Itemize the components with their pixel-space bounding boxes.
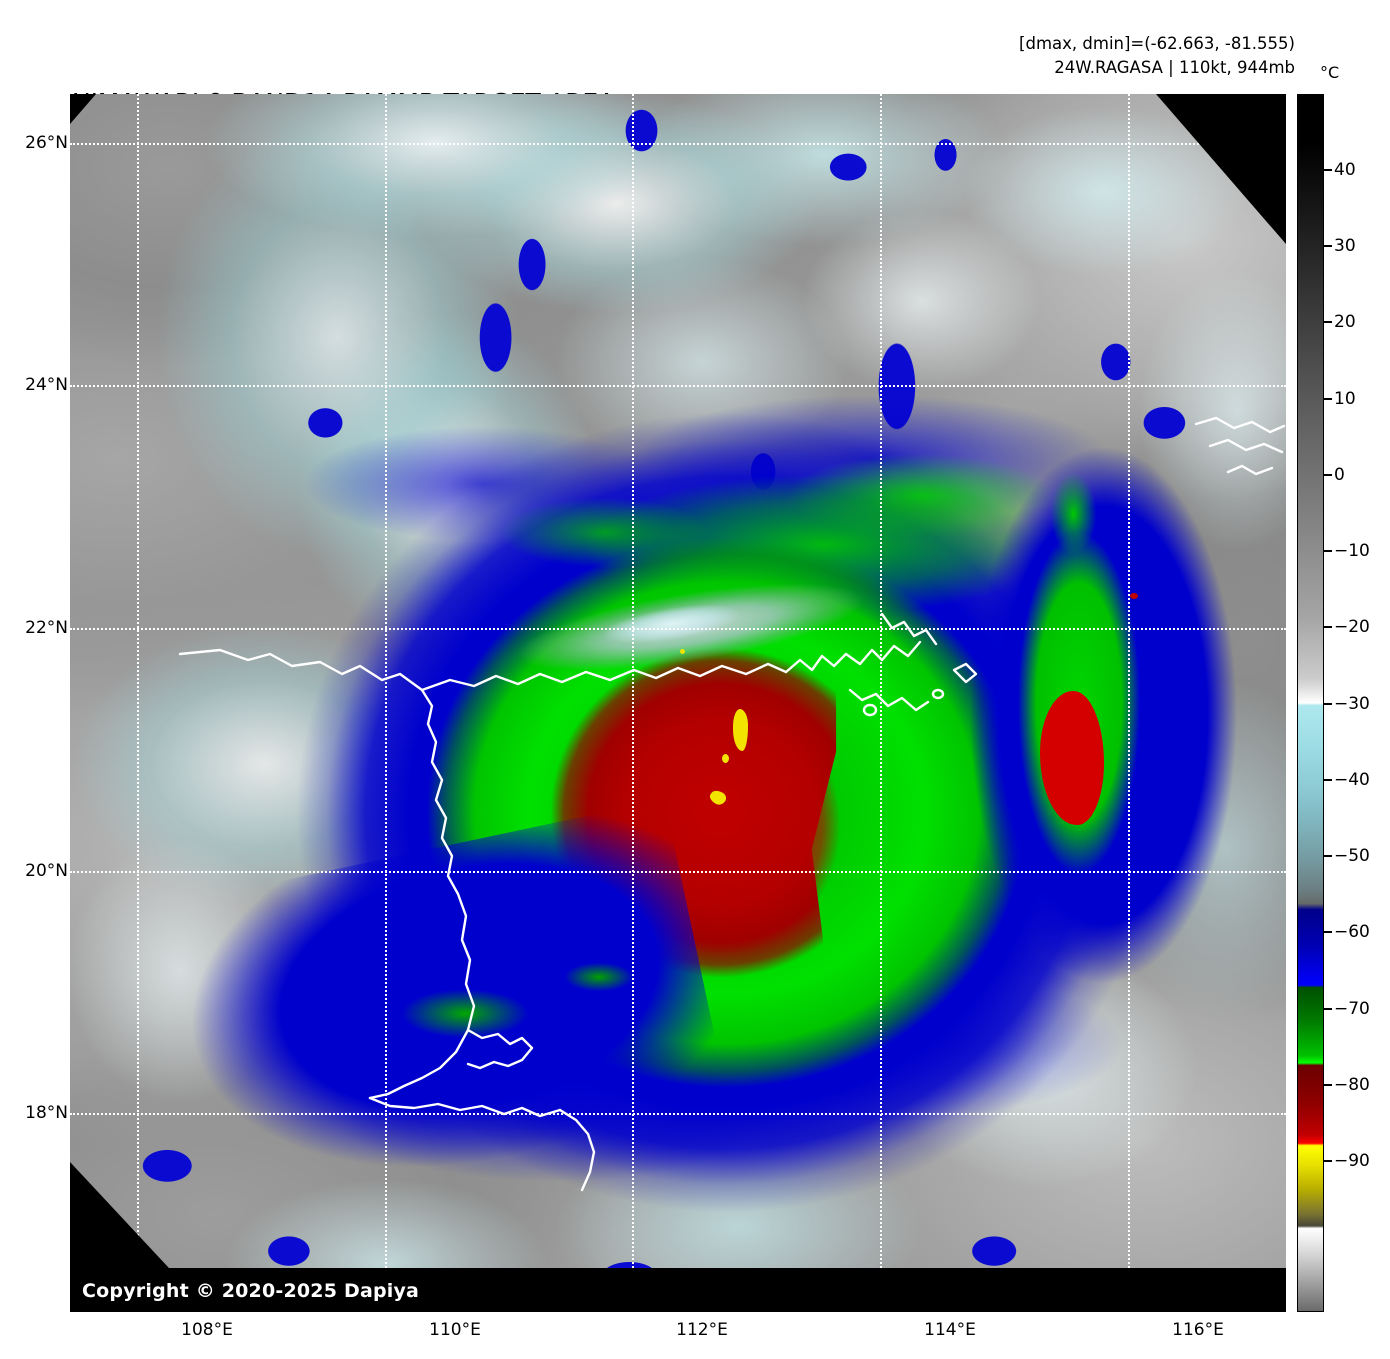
cbar-mark-m80 [1324, 1084, 1332, 1086]
ytick-20N: 20°N [25, 861, 68, 881]
cbar-mark-0 [1324, 474, 1332, 476]
colorbar-unit-label: °C [1320, 63, 1340, 82]
cbar-label-m30: −30 [1334, 694, 1370, 714]
cbar-label-10: 10 [1334, 389, 1356, 409]
cbar-label-m40: −40 [1334, 770, 1370, 790]
gridline-lat-20N [70, 871, 1286, 873]
gridline-lat-26N [70, 143, 1286, 145]
header-metadata: [dmax, dmin]=(-62.663, -81.555) 24W.RAGA… [1019, 32, 1295, 80]
copyright-band [70, 1268, 1286, 1312]
xtick-108E: 108°E [181, 1320, 233, 1340]
gridline-lon-114E [880, 94, 882, 1312]
cbar-mark-40 [1324, 169, 1332, 171]
sw-spiral-green-patch-2 [556, 958, 642, 996]
ytick-24N: 24°N [25, 375, 68, 395]
cbar-mark-30 [1324, 245, 1332, 247]
satellite-image-panel: Copyright © 2020-2025 Dapiya [70, 94, 1286, 1312]
xtick-114E: 114°E [924, 1320, 976, 1340]
ytick-18N: 18°N [25, 1103, 68, 1123]
copyright-watermark: Copyright © 2020-2025 Dapiya [82, 1280, 420, 1302]
gridline-lon-112E [632, 94, 634, 1312]
ytick-26N: 26°N [25, 133, 68, 153]
cbar-mark-m90 [1324, 1160, 1332, 1162]
coldest-top-yellow-small [721, 754, 729, 764]
cbar-mark-m10 [1324, 550, 1332, 552]
cbar-label-40: 40 [1334, 160, 1356, 180]
secondary-cell-red-speck [1130, 593, 1139, 600]
gridline-lat-24N [70, 385, 1286, 387]
cbar-mark-m70 [1324, 1008, 1332, 1010]
coldest-top-yellow-main [732, 709, 748, 752]
cbar-label-30: 30 [1334, 236, 1356, 256]
cbar-mark-10 [1324, 398, 1332, 400]
cbar-mark-m60 [1324, 931, 1332, 933]
gridline-lon-116E [1128, 94, 1130, 1312]
cbar-label-20: 20 [1334, 312, 1356, 332]
cbar-mark-m30 [1324, 703, 1332, 705]
temperature-colorbar [1297, 94, 1324, 1312]
cbar-label-m70: −70 [1334, 999, 1370, 1019]
secondary-cell-red-core [1040, 690, 1104, 825]
dminmax-label: [dmax, dmin]=(-62.663, -81.555) [1019, 34, 1295, 53]
colorbar-gradient [1298, 95, 1323, 1311]
gridline-lat-18N [70, 1113, 1286, 1115]
gridline-lon-110E [385, 94, 387, 1312]
xtick-116E: 116°E [1172, 1320, 1224, 1340]
storm-label: 24W.RAGASA | 110kt, 944mb [1054, 57, 1295, 77]
cbar-label-m20: −20 [1334, 617, 1370, 637]
cbar-label-m90: −90 [1334, 1151, 1370, 1171]
cbar-mark-m20 [1324, 626, 1332, 628]
gridline-lon-108E [137, 94, 139, 1312]
cbar-label-0: 0 [1334, 465, 1345, 485]
gridline-lat-22N [70, 628, 1286, 630]
cbar-label-m10: −10 [1334, 541, 1370, 561]
cbar-label-m50: −50 [1334, 846, 1370, 866]
cbar-mark-m50 [1324, 855, 1332, 857]
xtick-112E: 112°E [676, 1320, 728, 1340]
cbar-mark-m40 [1324, 779, 1332, 781]
xtick-110E: 110°E [429, 1320, 481, 1340]
cbar-label-m60: −60 [1334, 922, 1370, 942]
ytick-22N: 22°N [25, 618, 68, 638]
coldest-top-yellow-speck [680, 649, 686, 655]
cbar-mark-20 [1324, 321, 1332, 323]
coastline-overlay [70, 94, 1286, 1312]
cbar-label-m80: −80 [1334, 1075, 1370, 1095]
